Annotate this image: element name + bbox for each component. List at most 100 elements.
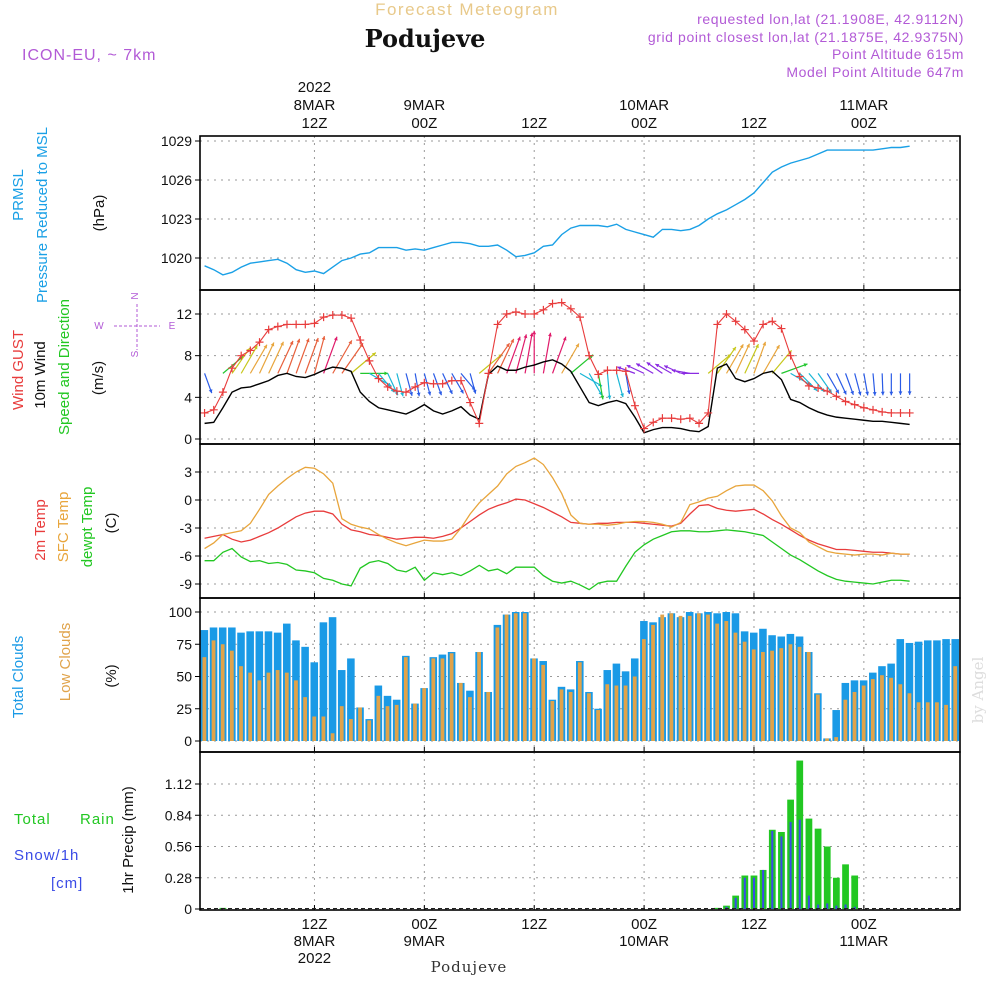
ytick-label: 12 [176, 306, 192, 322]
low-cloud-bar [504, 614, 509, 741]
wind-arrow [451, 373, 464, 394]
wind-arrow-head [646, 362, 651, 366]
wind-arrow-head [626, 390, 631, 395]
wind-arrow [735, 343, 751, 374]
wind-arrow-head [671, 368, 676, 373]
wind-gust-marker [576, 313, 584, 322]
wind-gust-marker [429, 379, 438, 388]
wind-gust-marker [795, 372, 804, 381]
wind-arrow-head [409, 391, 413, 396]
wind-gust-marker [502, 310, 511, 318]
total-cloud-bar [337, 670, 346, 741]
cloud-axis-labels: Total Clouds Low Clouds (%) [10, 623, 120, 718]
wind-arrow-head [850, 390, 854, 395]
wind-arrow-head [762, 341, 767, 346]
wind-arrow-head [253, 345, 258, 350]
precip-label-total: Total [14, 811, 51, 828]
wind-gust-marker [878, 407, 887, 416]
bottom-time-label: 00Z [631, 916, 657, 933]
wind-arrow [487, 342, 511, 374]
temp-sfc-line [204, 457, 910, 556]
low-cloud-bar [660, 614, 665, 741]
wind-gust-marker [685, 414, 694, 423]
wind-arrow [835, 373, 847, 395]
low-cloud-bar [852, 691, 857, 741]
wind-arrow [341, 342, 364, 374]
precip-total-bar [814, 828, 822, 909]
wind-gust-marker [530, 310, 539, 318]
low-cloud-bar [669, 613, 674, 741]
panel-pressure: 1020 1023 1026 1029 [161, 133, 961, 291]
ytick-label: 1026 [161, 172, 192, 188]
wind-arrow-head [607, 395, 612, 400]
wind-gust-marker [603, 366, 612, 375]
compass-west: W [94, 321, 104, 332]
wind-arrow [295, 338, 310, 374]
wind-arrow-head [598, 391, 602, 396]
wind-arrow [844, 373, 854, 396]
cloud-label-unit: (%) [103, 664, 120, 687]
precip-label-snow-unit: [cm] [51, 875, 83, 892]
low-cloud-bar [797, 646, 802, 741]
ytick-label: 4 [184, 389, 192, 405]
precip-snow-bar [789, 821, 792, 909]
wind-arrow [588, 373, 603, 396]
wind-arrow-head [626, 365, 631, 369]
ytick-label: 0.84 [165, 807, 192, 823]
total-cloud-bar [319, 622, 328, 741]
watermark: by Angel [969, 656, 987, 723]
wind-gust-marker [237, 351, 246, 360]
ytick-label: 1.12 [165, 776, 192, 792]
precip-bars [200, 760, 960, 909]
panels: 102010231026102904812-9-6-30302550751000… [161, 133, 961, 917]
wind-arrow-head [400, 392, 404, 397]
wind-gust-marker [832, 392, 841, 401]
header-location: Podujeve [365, 24, 486, 53]
temp-2m-line [204, 498, 910, 555]
wind-gust-marker [814, 383, 823, 392]
low-cloud-bar [678, 615, 683, 741]
wind-arrow-head [510, 338, 514, 343]
low-cloud-bar [202, 657, 207, 741]
wind-arrow-head [732, 346, 736, 351]
low-cloud-bar [358, 707, 362, 741]
low-cloud-bar [486, 691, 491, 741]
bottom-time-label: 8MAR [294, 933, 336, 950]
wind-gust-marker [218, 388, 227, 397]
precip-snow-bar [725, 906, 728, 909]
wind-gust-marker [456, 376, 465, 385]
wind-arrow-head [315, 337, 319, 342]
precip-snow-bar [743, 877, 746, 909]
low-cloud-bar [266, 672, 271, 741]
wind-gust-marker [869, 405, 878, 414]
pressure-label-desc: Pressure Reduced to MSL [34, 127, 51, 303]
precip-total-bar [842, 864, 849, 909]
low-cloud-bar [898, 684, 903, 741]
bottom-time-label: 9MAR [403, 933, 445, 950]
low-cloud-bar [449, 653, 454, 741]
panel-temperature: -9 -6 -3 0 3 [180, 443, 961, 599]
wind-arrow [515, 334, 527, 374]
ytick-label: 0 [184, 901, 192, 917]
wind-arrow [460, 372, 476, 391]
low-cloud-bar [330, 733, 335, 741]
wind-arrow [781, 363, 808, 374]
panel-precip: 0 0.28 0.56 0.84 1.12 [165, 751, 961, 917]
header-model: ICON-EU, ~ 7km [22, 47, 156, 64]
ytick-label: 1023 [161, 211, 192, 227]
wind-gust-marker [695, 419, 704, 428]
precip-snow-bar [844, 904, 847, 909]
wind-gust-marker [667, 414, 676, 423]
wind-arrow-head [427, 391, 432, 396]
wind-gust-marker [347, 314, 356, 323]
header-model-altitude: Model Point Altitude 647m [786, 64, 964, 80]
temp-dewpt-line [204, 529, 910, 591]
precip-snow-bar [798, 819, 801, 909]
low-cloud-bar [696, 613, 701, 741]
ytick-label: 50 [176, 669, 192, 685]
low-cloud-bar [284, 672, 289, 741]
precip-snow-bar [762, 869, 765, 909]
low-cloud-bar [761, 651, 765, 741]
